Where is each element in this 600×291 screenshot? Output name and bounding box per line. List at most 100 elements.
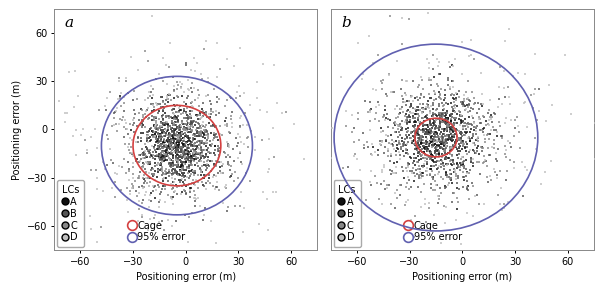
Point <box>210 144 220 149</box>
Point <box>443 151 452 155</box>
Point <box>360 99 370 103</box>
Point <box>422 144 432 149</box>
Point <box>452 147 462 152</box>
Point <box>189 144 199 149</box>
Point <box>491 156 501 161</box>
Point <box>183 239 193 244</box>
Point <box>182 106 191 110</box>
Point <box>202 129 211 134</box>
Point <box>168 159 178 164</box>
Point <box>188 124 197 129</box>
Point <box>451 140 461 145</box>
Point <box>426 127 436 132</box>
Point <box>159 138 169 143</box>
Point <box>485 132 494 137</box>
Point <box>223 208 232 213</box>
Point <box>440 185 450 190</box>
Point <box>436 137 445 142</box>
Point <box>365 109 375 114</box>
Point <box>182 144 191 149</box>
Point <box>449 143 458 148</box>
Point <box>420 197 430 202</box>
Point <box>450 118 460 123</box>
Point <box>227 109 237 114</box>
Point <box>437 101 447 106</box>
Point <box>167 142 177 147</box>
Point <box>174 149 184 154</box>
Point <box>205 150 214 155</box>
Point <box>219 150 229 155</box>
Point <box>425 144 434 148</box>
Point <box>419 145 428 149</box>
Point <box>485 115 494 120</box>
Point <box>410 127 419 132</box>
Point <box>436 113 446 118</box>
Point <box>443 173 452 178</box>
Point <box>163 150 172 155</box>
Point <box>180 160 190 164</box>
Point <box>442 141 451 146</box>
Point <box>445 176 455 181</box>
Point <box>515 146 525 150</box>
Point <box>222 140 232 145</box>
Point <box>307 86 317 90</box>
Point <box>167 161 176 165</box>
Point <box>142 155 151 159</box>
Point <box>201 187 211 191</box>
Point <box>379 113 388 118</box>
Point <box>195 123 205 128</box>
Point <box>172 116 181 120</box>
Point <box>158 177 167 181</box>
Point <box>224 163 234 167</box>
Point <box>469 116 478 120</box>
Point <box>82 151 92 155</box>
Point <box>158 123 168 127</box>
Point <box>492 129 502 134</box>
Point <box>391 116 401 120</box>
Point <box>172 150 182 155</box>
Point <box>165 164 175 168</box>
Point <box>168 186 178 191</box>
Point <box>445 128 455 133</box>
Point <box>392 104 402 109</box>
Point <box>436 116 445 121</box>
Point <box>158 183 167 188</box>
Point <box>174 106 184 110</box>
Point <box>405 118 415 123</box>
Point <box>159 176 169 181</box>
Point <box>197 151 206 155</box>
Point <box>205 173 214 177</box>
Point <box>164 170 174 174</box>
Point <box>131 140 140 144</box>
Point <box>107 157 116 162</box>
Point <box>167 148 177 152</box>
Point <box>208 167 217 172</box>
Point <box>472 159 481 164</box>
Point <box>426 156 436 161</box>
Point <box>167 150 176 155</box>
Point <box>419 128 428 132</box>
Legend: Cage, 95% error: Cage, 95% error <box>402 216 467 247</box>
Point <box>441 100 451 105</box>
Point <box>71 153 81 158</box>
Point <box>428 157 438 162</box>
Point <box>74 93 83 98</box>
Point <box>423 104 433 108</box>
Point <box>436 116 445 120</box>
Point <box>428 137 437 141</box>
Point <box>450 110 460 115</box>
Point <box>376 129 386 134</box>
Point <box>493 192 503 197</box>
Point <box>417 134 427 139</box>
Point <box>446 113 455 117</box>
Point <box>459 133 469 138</box>
Point <box>509 166 518 170</box>
Point <box>144 204 154 209</box>
Point <box>196 132 205 136</box>
Point <box>407 140 417 145</box>
Point <box>449 109 458 113</box>
Point <box>167 145 176 149</box>
Point <box>205 114 215 119</box>
Point <box>155 167 164 172</box>
Point <box>442 152 452 157</box>
